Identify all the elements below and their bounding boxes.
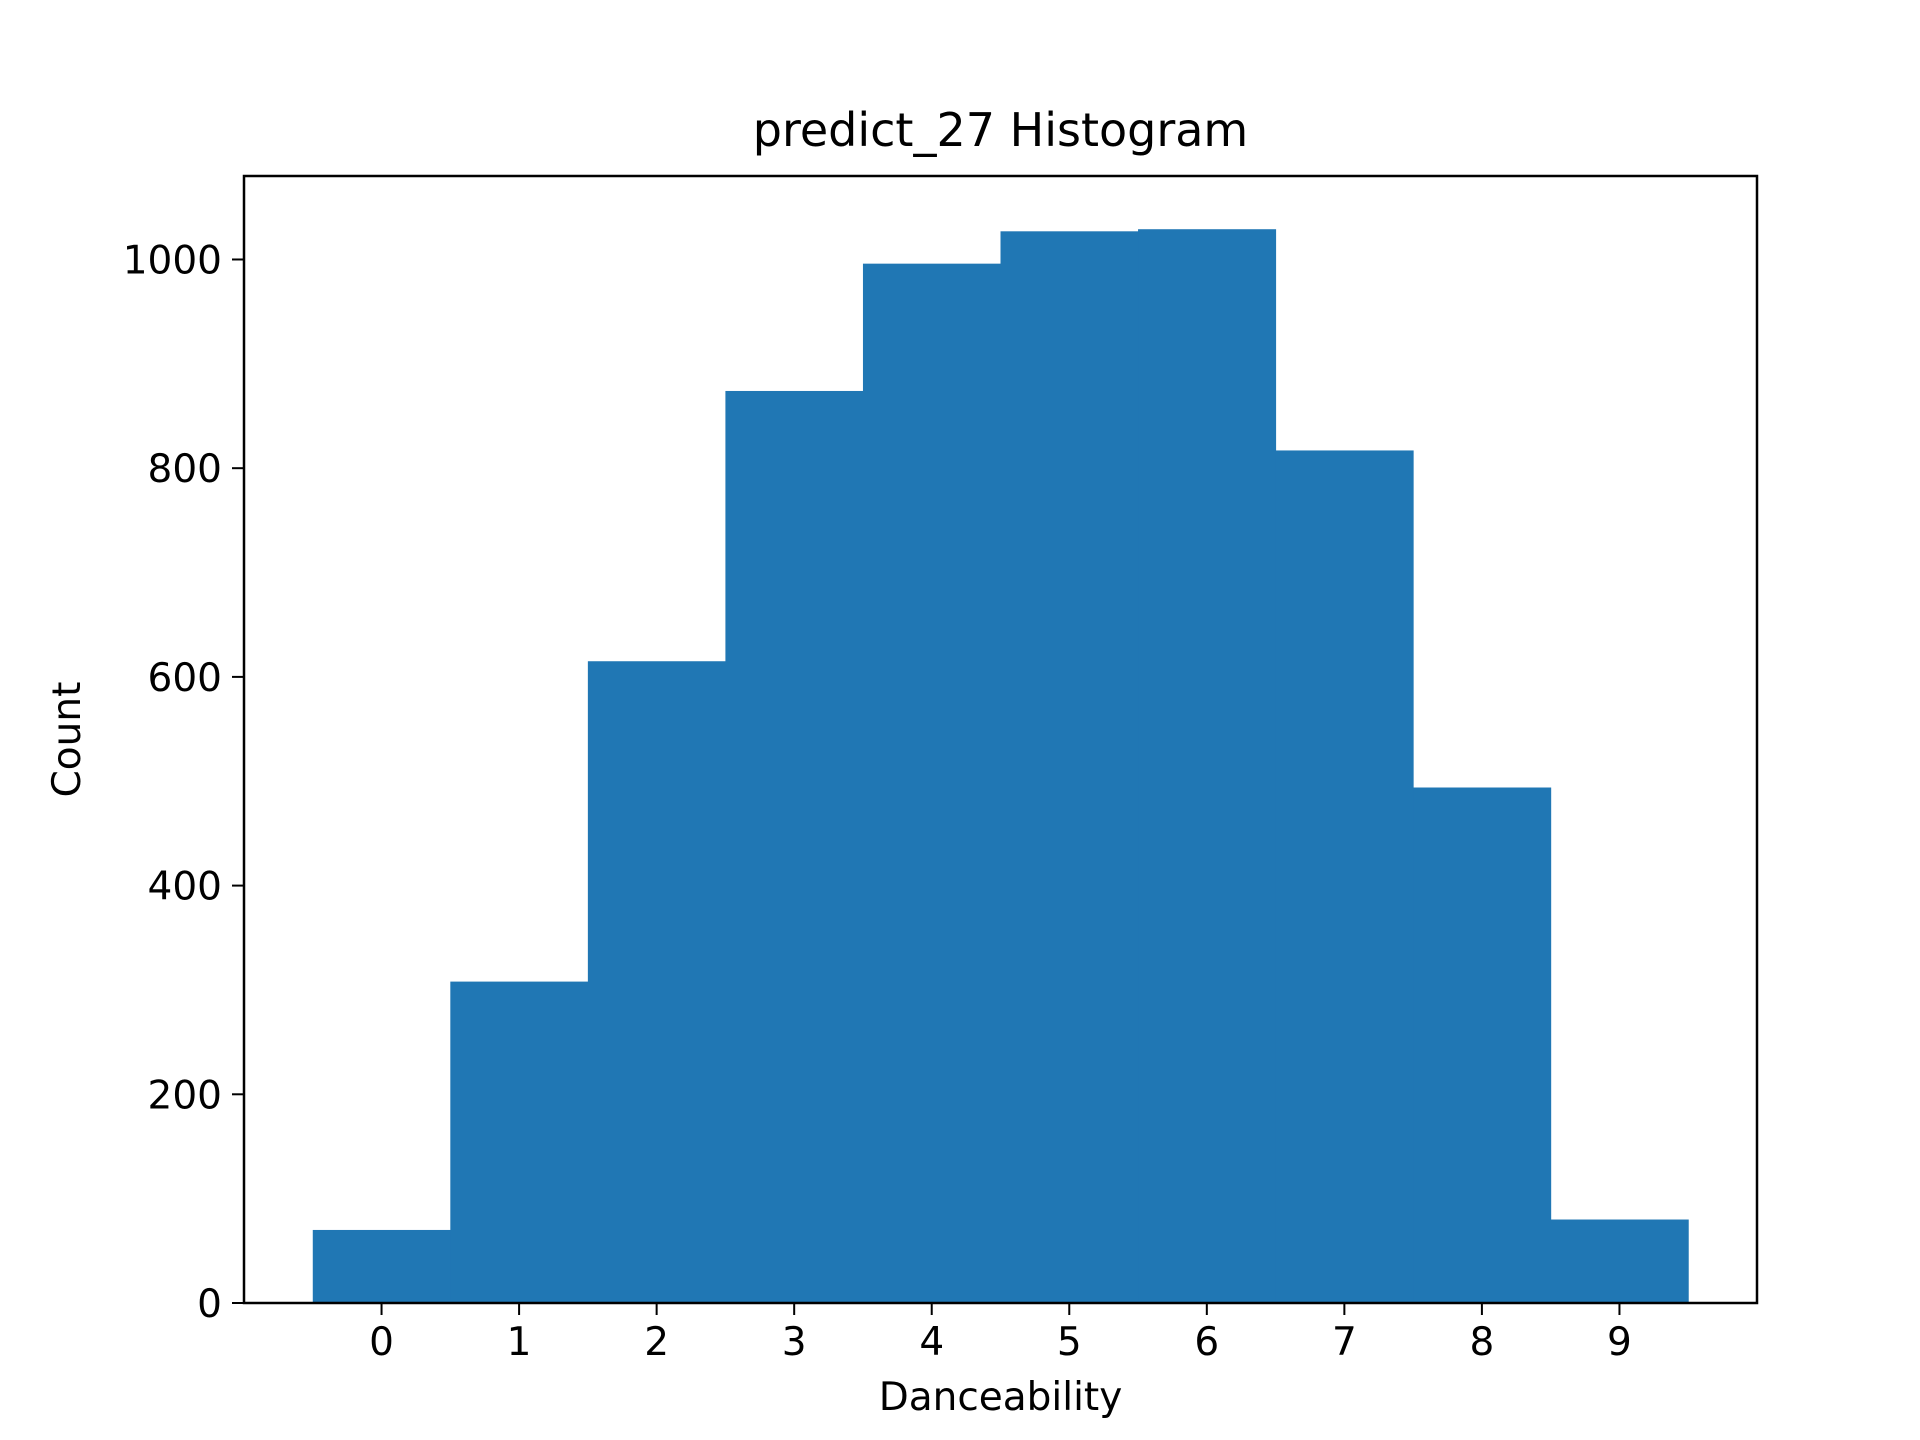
y-tick-label: 1000 [123,238,222,283]
axes-frame [242,174,1759,1305]
y-axis-label: Count [45,682,90,798]
histogram-bar [587,661,726,1303]
y-tick-label: 0 [197,1282,222,1327]
y-tick-label: 400 [148,865,222,910]
x-tick-label: 1 [507,1320,532,1365]
chart-title: predict_27 Histogram [753,103,1249,157]
histogram-bar [1138,229,1277,1303]
x-tick-label: 0 [369,1320,394,1365]
y-tick-label: 200 [148,1073,222,1118]
histogram-bar [450,981,589,1303]
x-tick-label: 3 [782,1320,807,1365]
x-tick-label: 2 [644,1320,669,1365]
y-tick-label: 600 [148,656,222,701]
y-tick-label: 800 [148,447,222,492]
x-ticks-group: 0 1 2 3 4 5 6 7 8 9 [369,1303,1632,1365]
y-ticks-group: 0 200 400 600 800 1000 [123,238,244,1327]
x-tick-label: 7 [1332,1320,1357,1365]
histogram-bar [725,390,864,1303]
x-tick-label: 5 [1057,1320,1082,1365]
histogram-bar [1413,787,1552,1303]
histogram-bar [1275,450,1414,1303]
histogram-bar [1550,1219,1689,1303]
bars-group [312,229,1689,1304]
x-axis-label: Danceability [879,1375,1123,1420]
histogram-bar [862,263,1001,1304]
x-tick-label: 9 [1607,1320,1632,1365]
x-tick-label: 6 [1194,1320,1219,1365]
x-tick-label: 8 [1469,1320,1494,1365]
x-tick-label: 4 [919,1320,944,1365]
histogram-bar [312,1229,451,1303]
histogram-bar [1000,231,1139,1303]
